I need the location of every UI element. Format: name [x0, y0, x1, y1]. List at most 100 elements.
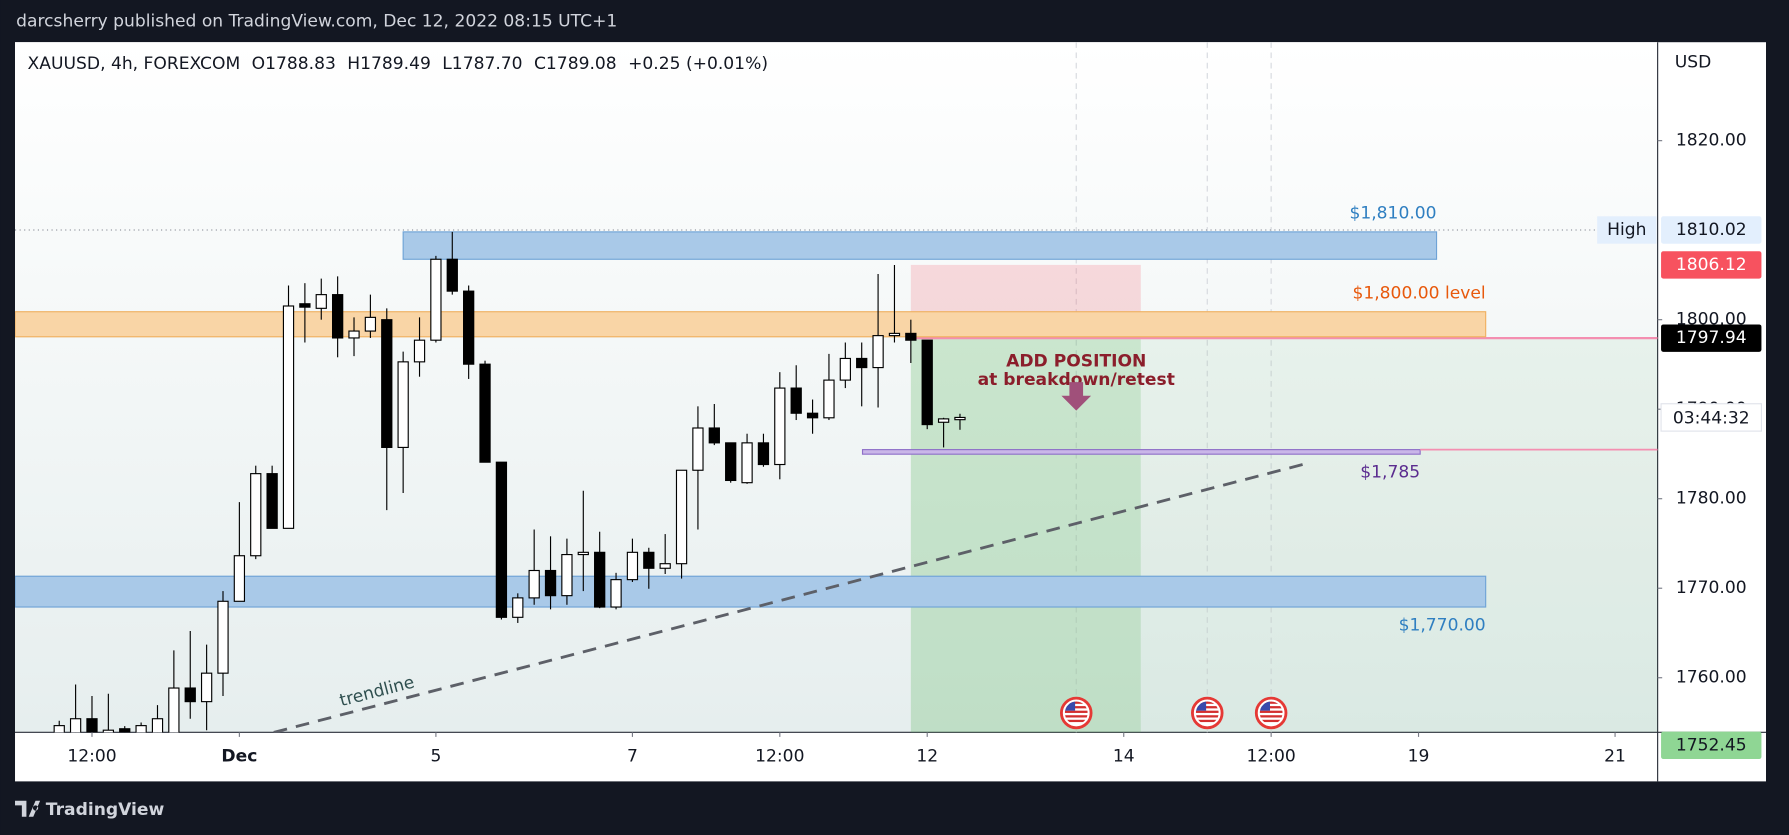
candle-body — [512, 597, 524, 618]
price-tag — [1661, 731, 1762, 760]
flag-canton — [1064, 701, 1076, 711]
candle-body — [577, 551, 589, 556]
x-tick-label: 12:00 — [755, 746, 804, 766]
candle-body — [528, 569, 540, 599]
level-zone — [15, 575, 1487, 608]
candle-body — [594, 551, 606, 608]
x-tick-label: Dec — [221, 746, 257, 766]
candle-body — [102, 729, 115, 733]
candle-body — [888, 332, 901, 337]
candle-body — [69, 718, 82, 733]
candle-body — [233, 555, 246, 602]
line-level-label: $1,785 — [1360, 462, 1420, 482]
candle-body — [331, 294, 344, 339]
candle-body — [806, 412, 819, 419]
flag-stripe — [1195, 706, 1219, 709]
candle-body — [921, 339, 933, 426]
candle-body — [856, 357, 868, 369]
legend-value: O1788.83 — [252, 54, 336, 74]
flag-stripe — [1259, 715, 1283, 718]
candle-body — [86, 718, 98, 733]
currency: USD — [1675, 53, 1712, 73]
candle-body — [397, 361, 409, 448]
brand: TradingView — [46, 800, 165, 820]
candle-body — [413, 339, 426, 363]
price-tag-label: 1752.45 — [1676, 735, 1747, 755]
flag — [1259, 701, 1283, 723]
x-tick-label: 19 — [1408, 746, 1430, 766]
level-zone — [402, 231, 1438, 260]
flag-canton — [1195, 701, 1207, 711]
countdown: 03:44:32 — [1673, 409, 1750, 429]
x-tick-label: 5 — [430, 746, 441, 766]
flag-stripe — [1195, 715, 1219, 718]
candle-body — [643, 551, 655, 569]
symbol-legend: XAUUSD, 4h, FOREXCOM O1788.83 H1789.49 L178… — [28, 54, 768, 74]
candle-body — [348, 330, 360, 339]
candle-body — [364, 316, 377, 332]
candle-body — [184, 687, 196, 703]
annotation-text: ADD POSITION — [1006, 352, 1146, 372]
candle-body — [659, 563, 671, 569]
legend-value: H1789.49 — [347, 54, 431, 74]
price-tag-label: 1806.12 — [1676, 255, 1747, 275]
legend-value: L1787.70 — [442, 54, 522, 74]
x-tick-label: 7 — [627, 746, 638, 766]
candle-body — [495, 461, 508, 618]
flag-stripe — [1259, 706, 1283, 709]
candle-body — [430, 258, 442, 341]
candle-body — [675, 469, 688, 565]
flag-stripe — [1064, 715, 1088, 718]
y-tick-label: 1770.00 — [1676, 578, 1747, 598]
x-tick-label: 12 — [916, 746, 938, 766]
line-level — [861, 449, 1421, 455]
candle-body — [725, 442, 737, 482]
flag-stripe — [1064, 710, 1088, 713]
candle-body — [315, 294, 327, 309]
candle-body — [266, 473, 278, 529]
candle-body — [119, 728, 131, 733]
legend-value: C1789.08 — [534, 54, 617, 74]
x-tick-label: 14 — [1113, 746, 1135, 766]
price-tag — [1661, 216, 1762, 244]
x-tick-label: 12:00 — [1246, 746, 1295, 766]
legend-value: +0.25 (+0.01%) — [628, 54, 768, 74]
flag — [1064, 701, 1088, 723]
y-tick-label: 1780.00 — [1676, 489, 1747, 509]
event-flag — [1059, 696, 1093, 730]
flag-stripe — [1064, 701, 1088, 704]
x-tick-label: 21 — [1604, 746, 1626, 766]
candle-body — [954, 416, 966, 421]
candle-body — [479, 363, 491, 463]
plot: $1,810.00$1,800.00 level$1,770.00$1,785t… — [15, 42, 1658, 733]
countdown-box — [1660, 403, 1763, 432]
flag — [1195, 701, 1219, 723]
candle-body — [282, 305, 295, 529]
candle-body — [905, 332, 917, 341]
candle-body — [708, 427, 720, 444]
candle-body — [299, 303, 311, 308]
flag-stripe — [1064, 706, 1088, 709]
candle-body — [774, 387, 786, 466]
flag-stripe — [1195, 710, 1219, 713]
publisher: darcsherry published on TradingView.com,… — [16, 12, 617, 32]
candle-body — [757, 442, 770, 466]
x-tick-label: 12:00 — [67, 746, 116, 766]
target-zone — [910, 338, 1141, 733]
high-tag — [1597, 216, 1657, 244]
candle-body — [217, 600, 229, 674]
candle-body — [135, 725, 147, 733]
event-flag — [1254, 696, 1288, 730]
level-label: $1,800.00 level — [1352, 283, 1485, 303]
symbol-title: XAUUSD, 4h, FOREXCOM — [28, 54, 241, 74]
event-flag — [1191, 696, 1224, 730]
candle-body — [463, 290, 475, 365]
candle-body — [790, 387, 802, 414]
flag-stripe — [1195, 701, 1219, 704]
price-tag — [1661, 324, 1762, 352]
candle-body — [168, 687, 180, 733]
candle-body — [872, 335, 884, 369]
level-label: $1,810.00 — [1349, 204, 1436, 224]
